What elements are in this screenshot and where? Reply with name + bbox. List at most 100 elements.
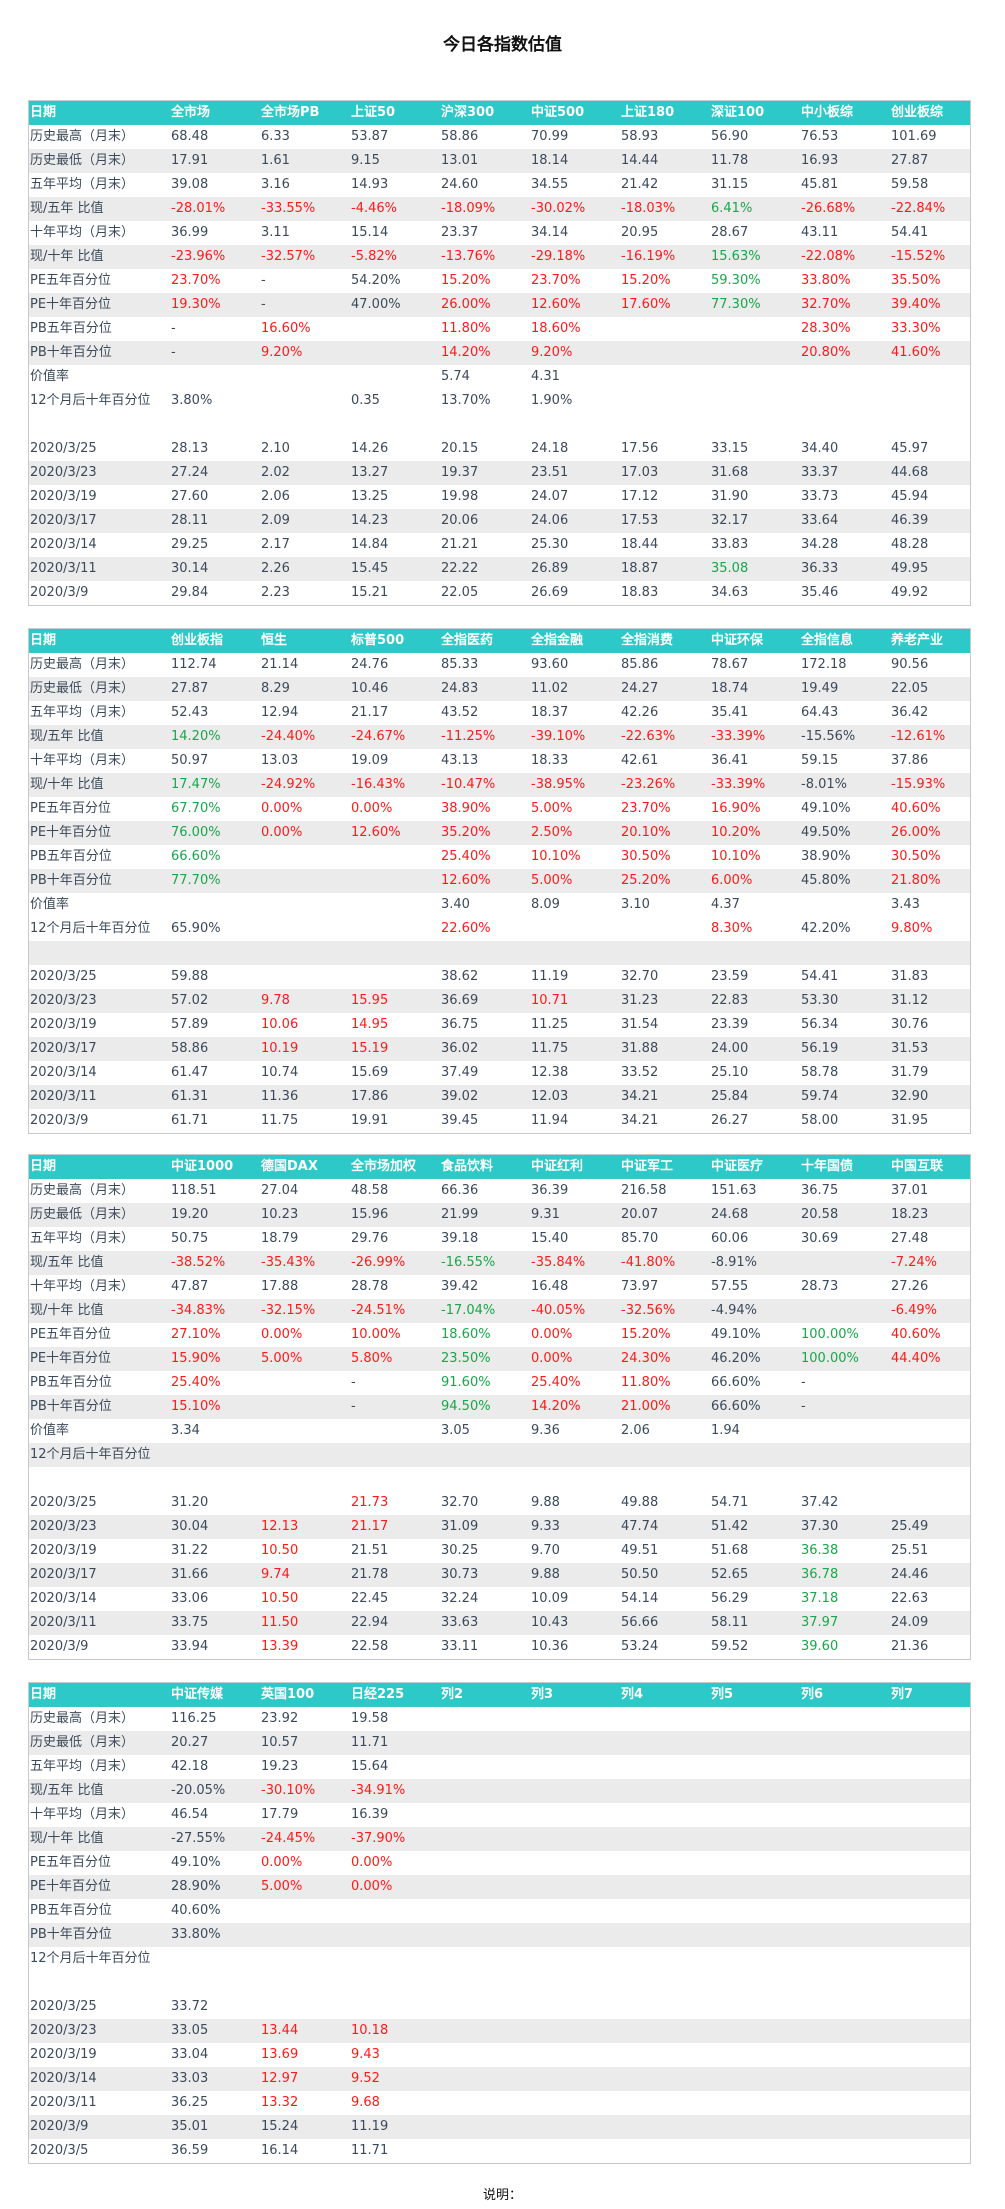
table-cell <box>620 2091 710 2115</box>
table-cell: 15.20% <box>621 273 671 288</box>
table-cell: 2.09 <box>261 513 290 528</box>
table-cell <box>620 2019 710 2043</box>
table-cell: 12.94 <box>261 705 299 720</box>
table-cell <box>890 1419 970 1443</box>
table-cell: 10.06 <box>261 1017 299 1032</box>
table-cell: 61.31 <box>171 1089 209 1104</box>
table-cell: 43.13 <box>441 753 479 768</box>
table-cell <box>890 1827 970 1851</box>
table-cell: 27.26 <box>891 1279 929 1294</box>
table-cell: 22.22 <box>441 561 479 576</box>
table-cell: 22.05 <box>441 585 479 600</box>
table-cell: 23.37 <box>441 225 479 240</box>
table-cell: -18.03% <box>621 201 676 216</box>
table-cell: 73.97 <box>621 1279 659 1294</box>
table-cell: 30.73 <box>441 1567 479 1582</box>
table-cell: 66.60% <box>171 849 221 864</box>
row-label: 价值率 <box>30 369 70 384</box>
table-row: 历史最高（月末） 112.74 21.14 24.76 85.33 93.60 85.86 7… <box>29 653 970 677</box>
table-cell: 22.83 <box>711 993 749 1008</box>
column-header: 中证医疗 <box>711 1159 764 1174</box>
table-cell: 21.42 <box>621 177 659 192</box>
table-cell <box>710 1923 800 1947</box>
table-cell: 34.21 <box>621 1113 659 1128</box>
table-cell: 21.99 <box>441 1207 479 1222</box>
table-cell: 56.29 <box>711 1591 749 1606</box>
table-cell: 16.48 <box>531 1279 569 1294</box>
table-row: 2020/3/11 30.14 2.26 15.45 22.22 26.89 18.87 35… <box>29 557 970 581</box>
table-cell: - <box>171 345 176 360</box>
table-cell <box>800 1899 890 1923</box>
table-row: PB十年百分位 77.70% 12.60% 5.00% 25.20% 6.00% 45.80… <box>29 869 970 893</box>
table-cell: -33.55% <box>261 201 316 216</box>
row-label: 2020/3/23 <box>30 2023 97 2038</box>
table-cell: 37.18 <box>801 1591 839 1606</box>
table-cell <box>530 413 620 437</box>
table-cell <box>710 2067 800 2091</box>
table-cell: 28.30% <box>801 321 851 336</box>
table-cell: 24.09 <box>891 1615 929 1630</box>
table-cell <box>620 2115 710 2139</box>
table-cell: 15.90% <box>171 1351 221 1366</box>
table-cell: 15.40 <box>531 1231 569 1246</box>
table-cell: 9.70 <box>531 1543 560 1558</box>
table-row: 历史最低（月末） 19.20 10.23 15.96 21.99 9.31 20.07 24.… <box>29 1203 970 1227</box>
table-cell: 22.94 <box>351 1615 389 1630</box>
table-cell: 15.20% <box>441 273 491 288</box>
table-cell <box>800 893 890 917</box>
table-cell: 31.66 <box>171 1567 209 1582</box>
table-cell: 33.83 <box>711 537 749 552</box>
table-cell: 24.06 <box>531 513 569 528</box>
table-cell: 23.39 <box>711 1017 749 1032</box>
table-cell: 34.55 <box>531 177 569 192</box>
table-cell: 25.51 <box>891 1543 929 1558</box>
table-cell <box>890 2139 970 2163</box>
table-cell: -37.90% <box>351 1831 406 1846</box>
table-cell <box>710 1827 800 1851</box>
table-cell <box>890 2067 970 2091</box>
table-cell <box>620 1851 710 1875</box>
table-cell <box>440 941 530 965</box>
table-cell: 20.10% <box>621 825 671 840</box>
table-cell <box>890 941 970 965</box>
table-cell: - <box>351 1375 356 1390</box>
table-cell: 33.80% <box>171 1927 221 1942</box>
table-cell: 31.53 <box>891 1041 929 1056</box>
table-row: PB十年百分位 - 9.20% 14.20% 9.20% 20.80% 41.60% <box>29 341 970 365</box>
table-cell: 59.15 <box>801 753 839 768</box>
table-cell: 39.18 <box>441 1231 479 1246</box>
table-cell: 44.68 <box>891 465 929 480</box>
table-cell: 17.88 <box>261 1279 299 1294</box>
table-cell: -4.94% <box>711 1303 757 1318</box>
table-cell <box>530 1731 620 1755</box>
table-cell <box>620 2139 710 2163</box>
column-header: 中证1000 <box>171 1159 234 1174</box>
table-cell <box>260 1995 350 2019</box>
table-cell <box>350 917 440 941</box>
table-row: 2020/3/23 33.05 13.44 10.18 <box>29 2019 970 2043</box>
table-row: 现/十年 比值 17.47% -24.92% -16.43% -10.47% -38.95… <box>29 773 970 797</box>
table-row: 十年平均（月末） 50.97 13.03 19.09 43.13 18.33 42.61 36… <box>29 749 970 773</box>
table-cell <box>710 2139 800 2163</box>
table-cell: 54.20% <box>351 273 401 288</box>
table-row: 2020/3/19 31.22 10.50 21.51 30.25 9.70 49.51 51… <box>29 1539 970 1563</box>
table-cell <box>890 1707 970 1731</box>
table-cell: 8.29 <box>261 681 290 696</box>
table-cell <box>260 1419 350 1443</box>
table-cell: -38.52% <box>171 1255 226 1270</box>
table-cell: 58.00 <box>801 1113 839 1128</box>
table-cell <box>890 2043 970 2067</box>
table-cell: 14.44 <box>621 153 659 168</box>
table-cell: 15.64 <box>351 1759 389 1774</box>
column-header: 日经225 <box>351 1687 405 1702</box>
row-label: PE五年百分位 <box>30 801 112 816</box>
column-header: 创业板综 <box>891 105 944 120</box>
table-cell <box>800 2091 890 2115</box>
table-cell <box>800 1443 890 1467</box>
table-cell: 11.36 <box>261 1089 299 1104</box>
table-cell <box>440 2091 530 2115</box>
table-cell: -15.93% <box>891 777 946 792</box>
table-cell <box>260 1947 350 1971</box>
table-cell: 0.00% <box>351 801 393 816</box>
table-cell: 32.17 <box>711 513 749 528</box>
